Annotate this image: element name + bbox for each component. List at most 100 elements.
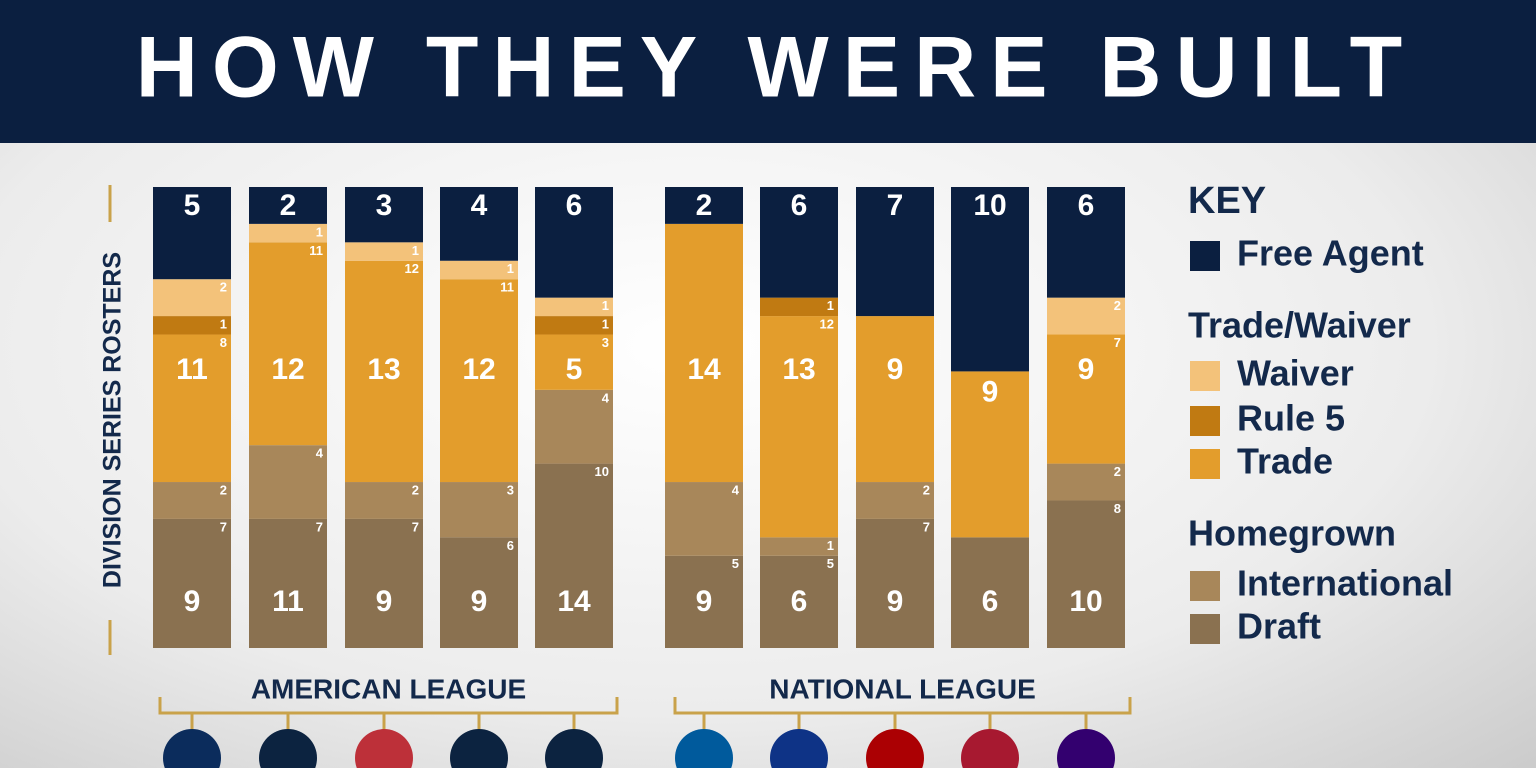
segment-label: 2 <box>412 482 419 497</box>
legend-label: Free Agent <box>1237 233 1424 274</box>
group-total-label: 14 <box>557 585 591 618</box>
bar-segment <box>153 482 231 519</box>
segment-label: 8 <box>220 335 227 350</box>
legend-swatch <box>1190 361 1220 391</box>
bar-segment <box>249 223 327 243</box>
bar-segment <box>951 371 1029 538</box>
bar-segment <box>665 555 743 648</box>
bar-segment <box>153 279 231 317</box>
legend-swatch <box>1190 406 1220 436</box>
segment-label: 1 <box>827 298 834 313</box>
group-total-label: 10 <box>1069 585 1102 618</box>
bar-segment <box>440 482 518 538</box>
segment-label: 7 <box>923 519 930 534</box>
legend-label: Draft <box>1237 606 1321 647</box>
bar-segment <box>535 316 613 335</box>
bar-segment <box>535 187 613 298</box>
segment-label: 2 <box>1114 298 1121 313</box>
group-total-label: 3 <box>376 189 393 222</box>
group-total-label: 13 <box>782 353 815 386</box>
league-bracket <box>158 697 619 715</box>
legend-swatch <box>1190 241 1220 271</box>
bar-segment <box>760 187 838 298</box>
bar-segment <box>345 482 423 519</box>
bar-segment <box>345 518 423 648</box>
segment-label: 2 <box>220 482 227 497</box>
group-total-label: 5 <box>184 189 201 222</box>
group-total-label: 11 <box>176 353 208 386</box>
segment-label: 1 <box>507 261 514 276</box>
bar-segment <box>760 537 838 556</box>
segment-label: 12 <box>820 317 834 332</box>
segment-label: 7 <box>220 519 227 534</box>
group-total-label: 12 <box>271 353 304 386</box>
segment-label: 11 <box>309 243 323 258</box>
team-logo <box>259 729 317 768</box>
legend-label: Waiver <box>1237 353 1354 394</box>
bar-segment <box>856 187 934 317</box>
bar-segment <box>249 242 327 446</box>
bar-segment <box>1047 334 1125 464</box>
segment-label: 3 <box>602 335 609 350</box>
group-total-label: 6 <box>982 585 999 618</box>
team-logo <box>770 729 828 768</box>
bar-segment <box>440 260 518 280</box>
bar-segment <box>665 223 743 483</box>
bar-segment <box>153 518 231 648</box>
segment-label: 10 <box>595 464 609 479</box>
segment-label: 1 <box>220 317 227 332</box>
bar-segment <box>1047 500 1125 648</box>
league-bracket <box>673 697 1132 715</box>
group-total-label: 6 <box>791 189 808 222</box>
legend-label: International <box>1237 563 1453 604</box>
bar-segment <box>535 297 613 317</box>
bar-segment <box>440 187 518 261</box>
group-total-label: 9 <box>696 585 713 618</box>
league-label: NATIONAL LEAGUE <box>769 673 1036 704</box>
segment-label: 1 <box>602 298 609 313</box>
group-total-label: 6 <box>566 189 583 222</box>
team-logo <box>675 729 733 768</box>
group-total-label: 5 <box>566 353 583 386</box>
bar-segment <box>153 316 231 335</box>
group-total-label: 6 <box>1078 189 1095 222</box>
team-logo <box>866 729 924 768</box>
segment-label: 2 <box>923 482 930 497</box>
bar-segment <box>665 187 743 224</box>
bar-segment <box>345 187 423 243</box>
bar-segment <box>440 537 518 648</box>
bar-segment <box>856 518 934 648</box>
segment-label: 5 <box>732 556 739 571</box>
segment-label: 7 <box>1114 335 1121 350</box>
bar-segment <box>153 334 231 483</box>
team-logo <box>450 729 508 768</box>
bar-segment <box>665 482 743 556</box>
bar-segment <box>856 482 934 519</box>
legend-title: KEY <box>1188 180 1266 222</box>
group-total-label: 10 <box>973 189 1006 222</box>
segment-label: 7 <box>412 519 419 534</box>
group-total-label: 2 <box>280 189 297 222</box>
group-total-label: 6 <box>791 585 808 618</box>
bar-segment <box>951 187 1029 372</box>
bar-segment <box>440 279 518 483</box>
header <box>0 0 1536 143</box>
group-total-label: 4 <box>471 189 488 222</box>
segment-label: 6 <box>507 538 514 553</box>
team-logo <box>961 729 1019 768</box>
group-total-label: 9 <box>1078 353 1095 386</box>
bar-segment <box>856 316 934 483</box>
group-total-label: 7 <box>887 189 904 222</box>
segment-label: 1 <box>316 224 323 239</box>
legend-swatch <box>1190 449 1220 479</box>
legend-group: Homegrown <box>1188 513 1396 554</box>
legend-label: Rule 5 <box>1237 398 1345 439</box>
team-logo <box>545 729 603 768</box>
segment-label: 2 <box>1114 464 1121 479</box>
group-total-label: 13 <box>367 353 400 386</box>
group-total-label: 11 <box>272 585 304 618</box>
group-total-label: 9 <box>184 585 201 618</box>
segment-label: 5 <box>827 556 834 571</box>
bar-segment <box>535 389 613 464</box>
